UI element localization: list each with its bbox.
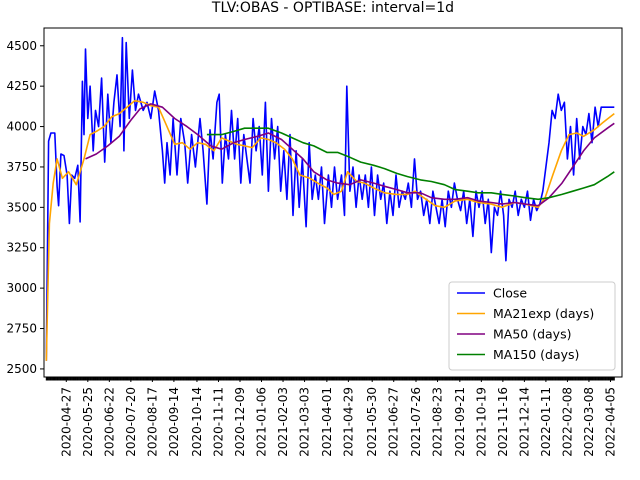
x-tick-label-19: 2021-10-19 — [474, 387, 488, 457]
x-tick-label-23: 2022-02-08 — [560, 387, 574, 457]
y-tick-label-3: 3250 — [6, 241, 37, 255]
series-line-1 — [45, 99, 615, 361]
y-tick-label-0: 2500 — [6, 362, 37, 376]
x-tick-label-3: 2020-07-20 — [124, 387, 138, 457]
x-tick-label-8: 2020-12-09 — [233, 387, 247, 457]
series-line-0 — [45, 36, 615, 361]
legend-label-1: MA21exp (days) — [493, 306, 594, 321]
series-layer — [45, 36, 615, 361]
x-tick-label-5: 2020-09-14 — [167, 387, 181, 457]
x-tick-label-18: 2021-09-21 — [453, 387, 467, 457]
x-tick-label-4: 2020-08-17 — [145, 387, 159, 457]
y-axis: 2500 2750 3000 3250 3500 3750 4000 4250 4500 — [6, 39, 44, 376]
legend-label-0: Close — [493, 286, 527, 301]
x-tick-label-11: 2021-03-03 — [298, 387, 312, 457]
x-tick-label-12: 2021-04-01 — [320, 387, 334, 457]
y-tick-label-5: 3750 — [6, 160, 37, 174]
x-tick-label-9: 2021-01-06 — [255, 387, 269, 457]
chart-title: TLV:OBAS - OPTIBASE: interval=1d — [211, 0, 454, 16]
x-tick-label-14: 2021-05-30 — [365, 387, 379, 457]
y-tick-label-8: 4500 — [6, 39, 37, 53]
x-tick-label-17: 2021-08-23 — [431, 387, 445, 457]
x-tick-label-21: 2021-12-14 — [517, 387, 531, 457]
x-tick-label-10: 2021-02-03 — [276, 387, 290, 457]
x-tick-label-22: 2022-01-11 — [539, 387, 553, 457]
x-tick-label-16: 2021-07-26 — [409, 387, 423, 457]
x-tick-label-1: 2020-05-25 — [81, 387, 95, 457]
y-tick-label-1: 2750 — [6, 322, 37, 336]
x-tick-label-7: 2020-11-11 — [211, 387, 225, 457]
legend-label-3: MA150 (days) — [493, 347, 579, 362]
x-tick-label-20: 2021-11-16 — [496, 387, 510, 457]
y-tick-label-7: 4250 — [6, 79, 37, 93]
legend-label-2: MA50 (days) — [493, 327, 571, 342]
legend: Close MA21exp (days) MA50 (days) MA150 (day… — [448, 281, 616, 371]
x-tick-label-0: 2020-04-27 — [59, 387, 73, 457]
legend-box — [448, 281, 616, 371]
x-axis: 2020-04-27 2020-05-25 2020-06-22 2020-07-20… — [45, 377, 617, 457]
x-tick-label-15: 2021-06-27 — [387, 387, 401, 457]
x-tick-label-6: 2020-10-14 — [190, 387, 204, 457]
series-line-2 — [85, 103, 615, 207]
x-tick-label-24: 2022-03-08 — [582, 387, 596, 457]
y-tick-label-6: 4000 — [6, 120, 37, 134]
y-tick-label-2: 3000 — [6, 281, 37, 295]
series-line-3 — [206, 127, 615, 201]
x-tick-label-13: 2021-04-29 — [341, 387, 355, 457]
y-tick-label-4: 3500 — [6, 200, 37, 214]
x-tick-label-2: 2020-06-22 — [102, 387, 116, 457]
x-tick-label-25: 2022-04-05 — [603, 387, 617, 457]
